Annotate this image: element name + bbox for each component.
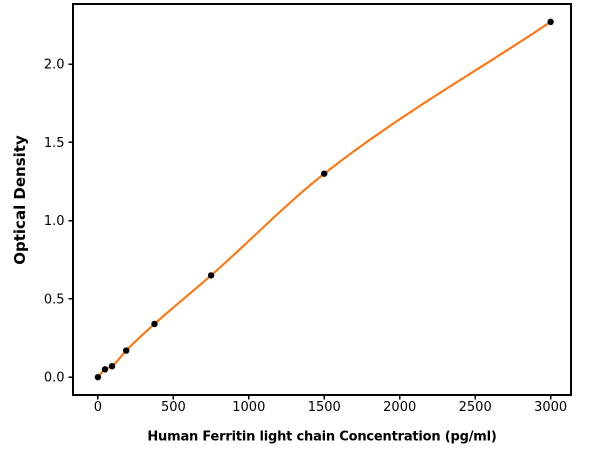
data-point	[547, 18, 554, 26]
y-tick-label: 0.0	[44, 371, 65, 386]
data-point	[108, 363, 116, 370]
data-point	[101, 366, 109, 373]
y-axis: 0.0 0.5 1.0 1.5 2.0	[44, 58, 73, 386]
data-points	[94, 18, 554, 381]
x-tick-label: 2500	[459, 400, 492, 415]
x-axis-label: Human Ferritin light chain Concentration…	[147, 429, 497, 445]
x-axis: 0 500 1000 1500 2000 2500 3000	[94, 395, 567, 415]
y-tick-label: 2.0	[44, 58, 65, 73]
data-point	[94, 373, 102, 381]
axes-frame	[72, 3, 572, 396]
y-tick-label: 1.5	[44, 136, 65, 151]
x-tick-label: 1500	[308, 400, 341, 415]
fitted-curve-series	[96, 20, 552, 379]
axes	[72, 3, 572, 396]
data-point	[321, 170, 328, 177]
x-tick-label: 2000	[383, 400, 416, 415]
x-tick-label: 500	[161, 400, 186, 415]
y-axis-label: Optical Density	[11, 135, 29, 265]
standard-curve-line	[96, 20, 552, 379]
x-tick-label: 1000	[232, 400, 265, 415]
y-tick-label: 1.0	[44, 214, 65, 229]
data-point	[207, 272, 215, 279]
x-tick-label: 3000	[534, 400, 567, 415]
data-point	[123, 347, 130, 354]
y-tick-label: 0.5	[44, 292, 65, 307]
data-point	[151, 320, 158, 328]
x-tick-label: 0	[94, 400, 102, 415]
